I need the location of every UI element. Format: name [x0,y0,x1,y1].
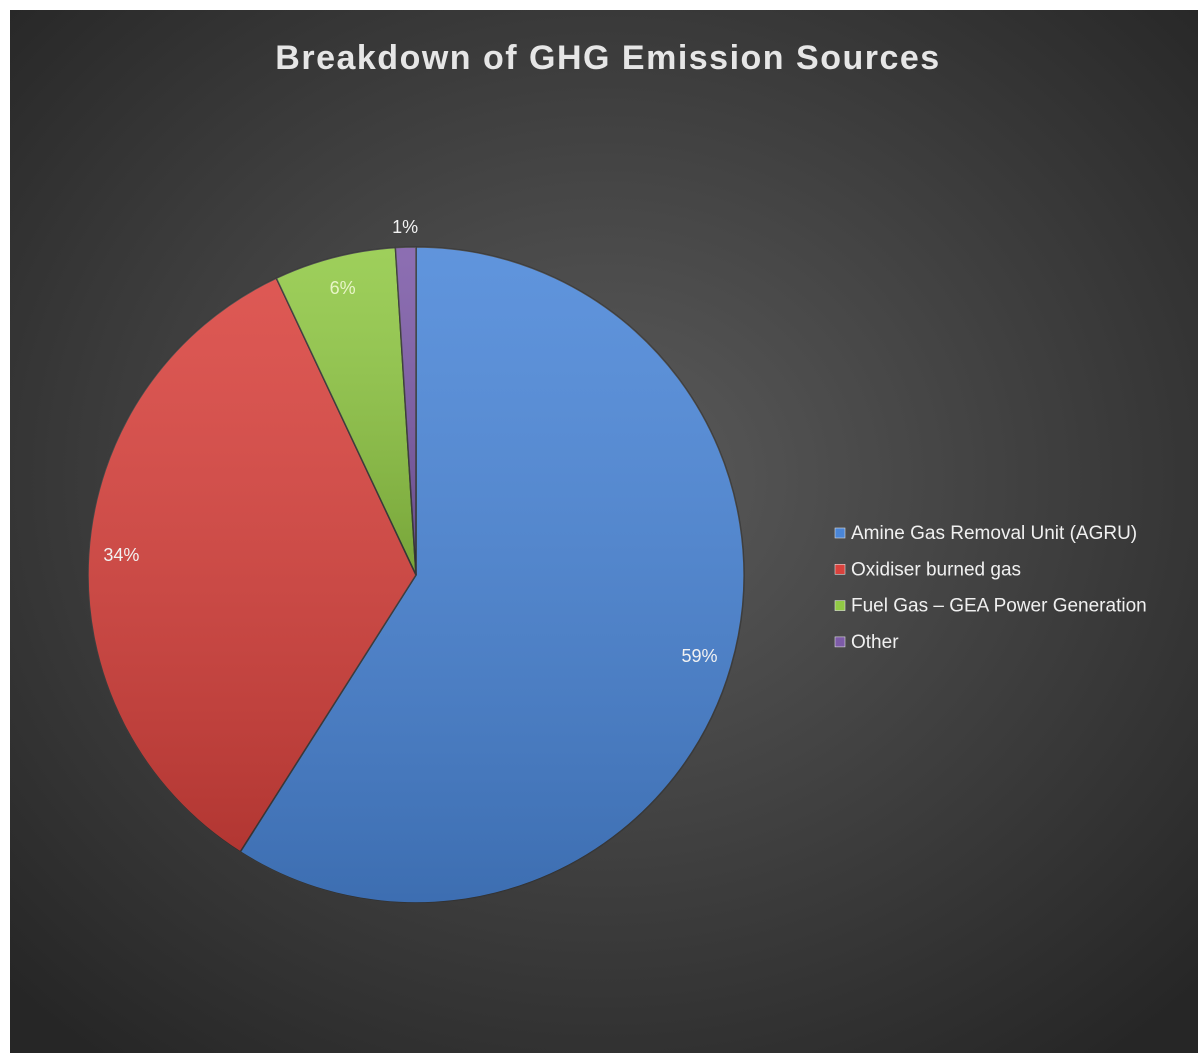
legend: Amine Gas Removal Unit (AGRU) Oxidiser bu… [834,523,1147,653]
legend-label: Fuel Gas – GEA Power Generation [851,596,1147,617]
legend-marker [834,600,846,611]
data-label: 6% [330,278,356,298]
legend-marker [834,527,846,539]
pie [87,246,745,904]
chart-title: Breakdown of GHG Emission Sources [275,39,940,77]
legend-label: Other [851,632,899,653]
data-label: 59% [681,646,717,666]
legend-marker [834,636,846,648]
legend-label: Amine Gas Removal Unit (AGRU) [851,523,1137,544]
data-label: 1% [392,217,418,237]
data-label: 34% [103,545,139,565]
legend-label: Oxidiser burned gas [851,559,1021,580]
data-labels: 59% 34% 6% 1% [103,217,717,666]
legend-marker [834,563,846,575]
